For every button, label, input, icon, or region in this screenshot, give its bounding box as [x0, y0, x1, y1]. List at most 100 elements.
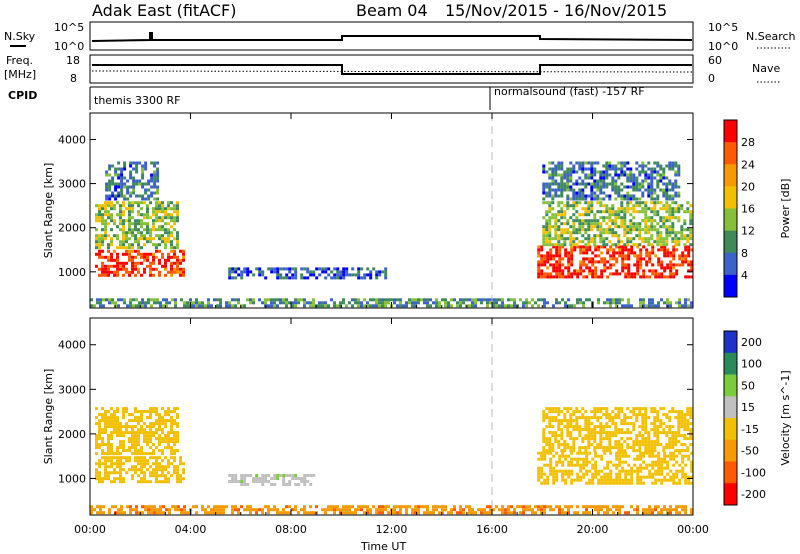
echo-pixel	[623, 222, 627, 226]
echo-pixel	[594, 454, 598, 458]
echo-pixel	[552, 475, 556, 479]
echo-pixel	[570, 245, 574, 249]
echo-pixel	[128, 222, 131, 226]
echo-pixel	[537, 508, 540, 512]
echo-pixel	[591, 263, 595, 267]
echo-pixel	[557, 446, 561, 450]
echo-pixel	[567, 463, 571, 467]
echo-pixel	[659, 419, 663, 423]
echo-pixel	[179, 270, 182, 274]
echo-pixel	[384, 267, 388, 271]
echo-pixel	[111, 179, 115, 183]
echo-pixel	[662, 240, 666, 244]
echo-pixel	[507, 298, 510, 302]
echo-pixel	[167, 234, 170, 238]
echo-pixel	[603, 511, 606, 515]
echo-pixel	[656, 179, 660, 183]
echo-pixel	[162, 511, 165, 515]
echo-pixel	[653, 197, 657, 201]
echo-pixel	[590, 170, 594, 174]
echo-pixel	[660, 469, 664, 473]
echo-pixel	[671, 231, 675, 235]
echo-pixel	[680, 237, 684, 241]
echo-pixel	[98, 210, 101, 214]
echo-pixel	[566, 434, 570, 438]
echo-pixel	[609, 248, 613, 252]
echo-pixel	[219, 505, 222, 509]
echo-pixel	[116, 446, 119, 450]
echo-pixel	[650, 191, 654, 195]
echo-pixel	[566, 182, 570, 186]
echo-pixel	[264, 298, 267, 302]
echo-pixel	[632, 410, 636, 414]
echo-pixel	[143, 216, 146, 220]
echo-pixel	[621, 266, 625, 270]
velocity-panel: 00:00 04:00 08:00 12:00 16:00 20:00 00:0010002…	[42, 317, 792, 536]
echo-pixel	[632, 207, 636, 211]
echo-pixel	[173, 465, 176, 469]
echo-pixel	[152, 468, 155, 472]
echo-pixel	[143, 456, 146, 460]
echo-pixel	[149, 267, 152, 271]
echo-pixel	[101, 237, 104, 241]
echo-pixel	[167, 201, 170, 205]
echo-pixel	[668, 210, 672, 214]
echo-pixel	[578, 410, 582, 414]
echo-pixel	[98, 252, 101, 256]
echo-pixel	[176, 261, 179, 265]
echo-pixel	[591, 505, 594, 509]
echo-pixel	[594, 505, 597, 509]
echo-pixel	[684, 454, 688, 458]
echo-pixel	[111, 505, 114, 509]
echo-pixel	[240, 477, 244, 480]
echo-pixel	[113, 258, 116, 262]
echo-pixel	[552, 263, 556, 267]
nsky-strip	[89, 21, 694, 51]
echo-pixel	[459, 505, 462, 509]
echo-pixel	[351, 267, 355, 271]
echo-pixel	[158, 249, 161, 253]
echo-pixel	[273, 508, 276, 512]
echo-pixel	[657, 248, 661, 252]
echo-pixel	[98, 434, 101, 438]
echo-pixel	[129, 298, 132, 302]
echo-pixel	[672, 457, 676, 461]
echo-pixel	[606, 466, 610, 470]
echo-pixel	[681, 460, 685, 464]
echo-pixel	[113, 480, 116, 484]
echo-pixel	[153, 191, 157, 195]
echo-pixel	[564, 304, 567, 308]
echo-pixel	[635, 176, 639, 180]
echo-pixel	[303, 276, 307, 280]
echo-pixel	[585, 511, 588, 515]
echo-pixel	[687, 481, 691, 485]
echo-pixel	[687, 478, 691, 482]
colorbar-segment	[724, 164, 737, 187]
echo-pixel	[590, 167, 594, 171]
echo-pixel	[143, 237, 146, 241]
echo-pixel	[131, 474, 134, 478]
echo-pixel	[137, 416, 140, 420]
echo-pixel	[563, 210, 567, 214]
echo-pixel	[569, 176, 573, 180]
echo-pixel	[123, 164, 127, 168]
echo-pixel	[635, 201, 639, 205]
echo-pixel	[617, 413, 621, 417]
echo-pixel	[173, 452, 176, 456]
echo-pixel	[95, 264, 98, 268]
y-tick-label: 4000	[58, 133, 86, 146]
echo-pixel	[161, 428, 164, 432]
echo-pixel	[657, 463, 661, 467]
echo-pixel	[366, 505, 369, 509]
echo-pixel	[155, 213, 158, 217]
echo-pixel	[629, 410, 633, 414]
echo-pixel	[569, 416, 573, 420]
echo-pixel	[681, 304, 684, 308]
echo-pixel	[621, 263, 625, 267]
echo-pixel	[545, 234, 549, 238]
echo-pixel	[122, 213, 125, 217]
echo-pixel	[560, 228, 564, 232]
echo-pixel	[378, 298, 381, 302]
echo-pixel	[126, 188, 130, 192]
echo-pixel	[423, 505, 426, 509]
